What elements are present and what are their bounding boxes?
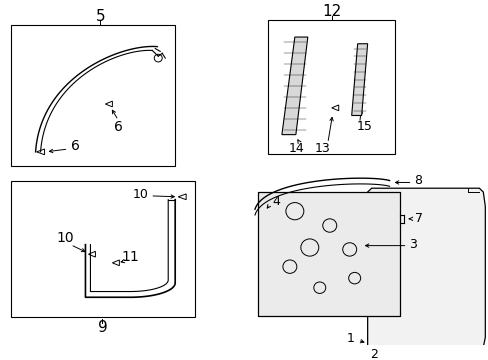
- Polygon shape: [351, 44, 367, 116]
- Text: 6: 6: [114, 120, 122, 134]
- Text: 7: 7: [414, 212, 422, 225]
- Bar: [267, 20, 394, 154]
- Bar: [11, 24, 175, 166]
- Text: 9: 9: [97, 320, 107, 336]
- Polygon shape: [281, 37, 307, 135]
- Text: 10: 10: [132, 188, 148, 201]
- Text: 15: 15: [356, 121, 372, 134]
- Text: 14: 14: [288, 141, 304, 154]
- Text: 5: 5: [95, 9, 105, 23]
- Text: 10: 10: [57, 231, 74, 245]
- Bar: [11, 181, 195, 318]
- Text: 12: 12: [322, 4, 341, 19]
- Text: 11: 11: [121, 250, 139, 264]
- Polygon shape: [367, 188, 484, 351]
- Text: 4: 4: [271, 195, 279, 208]
- Bar: [258, 192, 399, 316]
- Text: 2: 2: [369, 348, 377, 360]
- Text: 6: 6: [71, 139, 80, 153]
- Text: 13: 13: [314, 141, 330, 154]
- Text: 3: 3: [408, 238, 417, 251]
- Text: 8: 8: [414, 174, 422, 187]
- Text: 1: 1: [346, 332, 354, 345]
